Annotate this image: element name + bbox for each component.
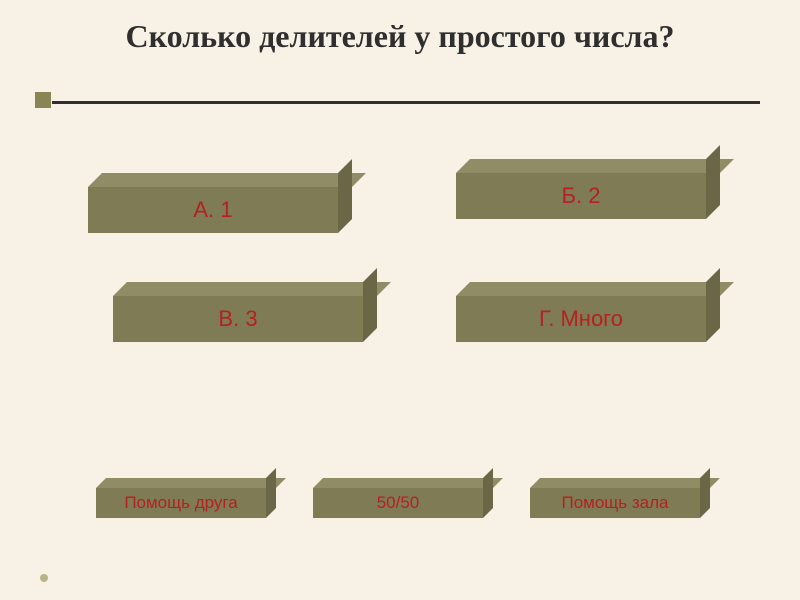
lifeline-fifty[interactable]: 50/50 xyxy=(313,478,493,518)
lifeline-fifty-label: 50/50 xyxy=(313,488,483,518)
answer-G-right-face xyxy=(706,268,720,342)
lifeline-friend-right-face xyxy=(266,468,276,518)
footer-dot-ornament xyxy=(40,574,48,582)
lifeline-friend-label: Помощь друга xyxy=(96,488,266,518)
lifeline-fifty-top-face xyxy=(313,478,503,488)
lifeline-friend[interactable]: Помощь друга xyxy=(96,478,276,518)
answer-B-right-face xyxy=(706,145,720,219)
header-square-ornament xyxy=(35,92,51,108)
answer-B-top-face xyxy=(456,159,734,173)
answer-V-top-face xyxy=(113,282,391,296)
answer-A-right-face xyxy=(338,159,352,233)
answer-B[interactable]: Б. 2 xyxy=(456,159,720,219)
lifeline-hall-label: Помощь зала xyxy=(530,488,700,518)
answer-V[interactable]: В. 3 xyxy=(113,282,377,342)
answer-A-top-face xyxy=(88,173,366,187)
lifeline-hall-top-face xyxy=(530,478,720,488)
answer-A-label: А. 1 xyxy=(88,187,338,233)
answer-A[interactable]: А. 1 xyxy=(88,173,352,233)
header-divider xyxy=(52,101,760,104)
lifeline-hall[interactable]: Помощь зала xyxy=(530,478,710,518)
lifeline-fifty-right-face xyxy=(483,468,493,518)
answer-G[interactable]: Г. Много xyxy=(456,282,720,342)
question-title: Сколько делителей у простого числа? xyxy=(0,18,800,55)
answer-V-label: В. 3 xyxy=(113,296,363,342)
lifeline-hall-right-face xyxy=(700,468,710,518)
lifeline-friend-top-face xyxy=(96,478,286,488)
answer-B-label: Б. 2 xyxy=(456,173,706,219)
answer-V-right-face xyxy=(363,268,377,342)
answer-G-top-face xyxy=(456,282,734,296)
answer-G-label: Г. Много xyxy=(456,296,706,342)
